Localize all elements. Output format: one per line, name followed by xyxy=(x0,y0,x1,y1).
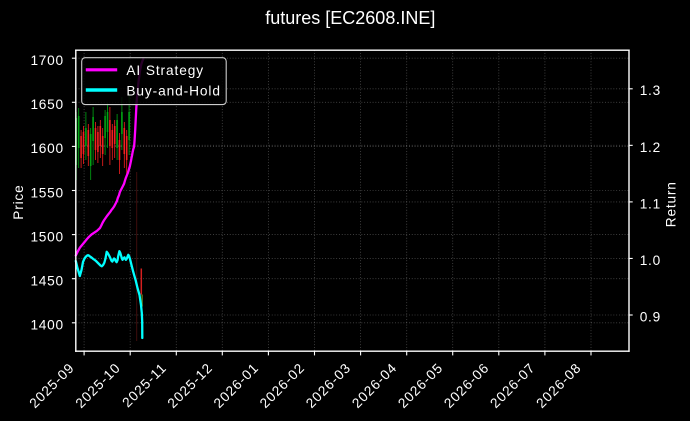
svg-text:1500: 1500 xyxy=(30,229,63,244)
svg-text:1450: 1450 xyxy=(30,274,63,289)
svg-text:1600: 1600 xyxy=(30,141,63,156)
svg-text:Return: Return xyxy=(664,181,679,227)
svg-text:1650: 1650 xyxy=(30,97,63,112)
svg-text:1.1: 1.1 xyxy=(640,196,661,211)
svg-text:1700: 1700 xyxy=(30,53,63,68)
svg-text:futures [EC2608.INE]: futures [EC2608.INE] xyxy=(265,8,435,28)
svg-text:1400: 1400 xyxy=(30,318,63,333)
svg-text:AI Strategy: AI Strategy xyxy=(126,63,204,78)
svg-text:1550: 1550 xyxy=(30,185,63,200)
svg-text:Buy-and-Hold: Buy-and-Hold xyxy=(126,83,220,98)
svg-text:1.2: 1.2 xyxy=(640,140,661,155)
svg-text:Price: Price xyxy=(11,185,26,220)
svg-text:1.3: 1.3 xyxy=(640,83,661,98)
svg-text:1.0: 1.0 xyxy=(640,253,661,268)
svg-text:0.9: 0.9 xyxy=(640,309,661,324)
